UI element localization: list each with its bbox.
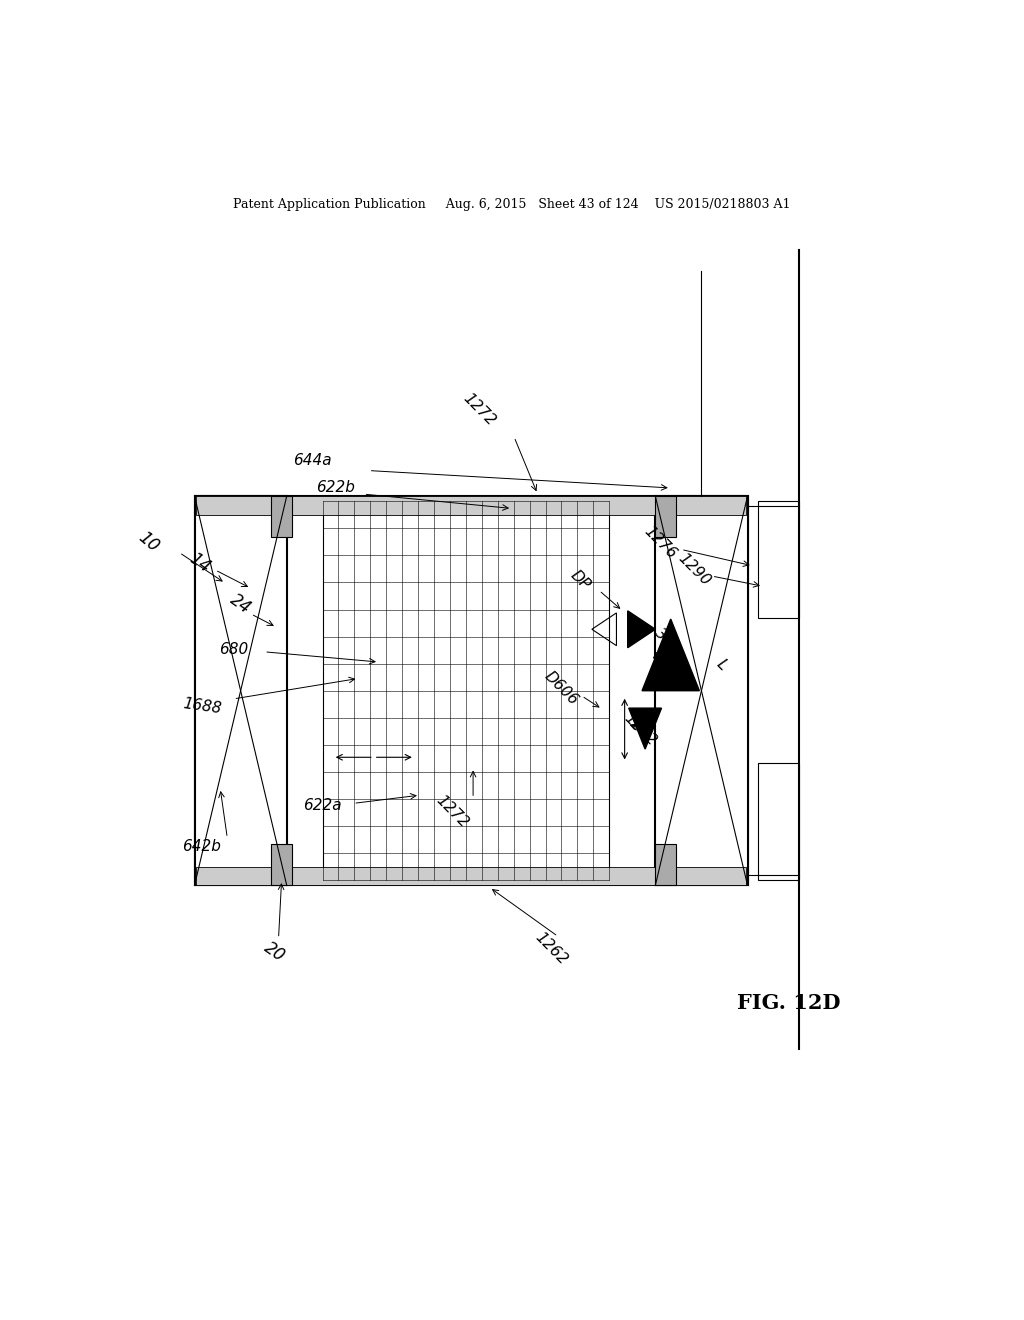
Bar <box>323 502 609 880</box>
Text: FIG. 12D: FIG. 12D <box>737 993 841 1012</box>
Text: 20: 20 <box>260 939 289 965</box>
Bar <box>758 502 799 618</box>
Text: D606: D606 <box>542 669 581 709</box>
Bar <box>195 496 287 886</box>
Text: 1262: 1262 <box>621 710 659 748</box>
Text: 680: 680 <box>219 643 248 657</box>
Text: 24: 24 <box>226 590 255 618</box>
Bar <box>655 845 676 886</box>
Text: DP: DP <box>568 568 593 593</box>
Text: 14: 14 <box>185 549 214 577</box>
Bar <box>271 496 292 537</box>
Text: Patent Application Publication     Aug. 6, 2015   Sheet 43 of 124    US 2015/021: Patent Application Publication Aug. 6, 2… <box>233 198 791 211</box>
Bar <box>196 496 746 515</box>
Bar <box>655 496 748 886</box>
Bar <box>655 496 676 537</box>
Text: 1276: 1276 <box>641 523 680 561</box>
Text: 644a: 644a <box>293 453 332 467</box>
Text: 1272: 1272 <box>460 389 499 428</box>
Text: 1262: 1262 <box>531 929 570 968</box>
Bar <box>758 763 799 880</box>
Text: 1272: 1272 <box>433 792 472 830</box>
Polygon shape <box>628 611 655 648</box>
Text: 1290: 1290 <box>675 550 714 589</box>
Bar <box>195 496 748 886</box>
Text: L: L <box>714 657 730 673</box>
Polygon shape <box>629 708 662 748</box>
Text: 622a: 622a <box>303 797 342 813</box>
Bar <box>196 867 746 886</box>
Bar <box>271 845 292 886</box>
Text: 642b: 642b <box>182 840 221 854</box>
Text: 622b: 622b <box>316 480 355 495</box>
Text: 30: 30 <box>651 626 676 649</box>
Polygon shape <box>642 619 699 690</box>
Text: 1688: 1688 <box>181 696 222 717</box>
Text: 10: 10 <box>134 528 163 556</box>
